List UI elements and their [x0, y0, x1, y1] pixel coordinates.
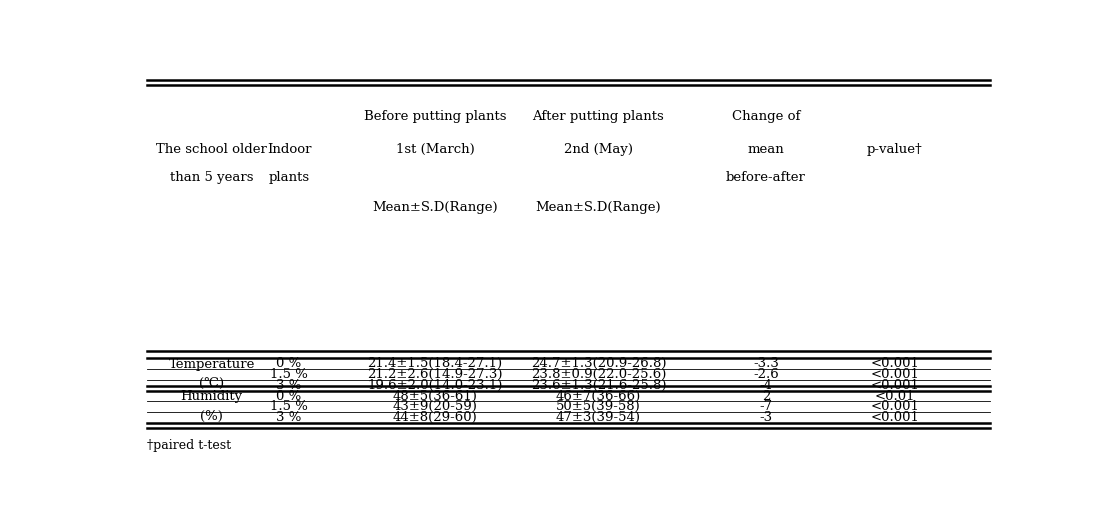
- Text: <0.001: <0.001: [871, 411, 919, 424]
- Text: After putting plants: After putting plants: [532, 109, 664, 122]
- Text: Humidity: Humidity: [181, 391, 243, 404]
- Text: (℃): (℃): [200, 378, 224, 391]
- Text: 3 %: 3 %: [276, 411, 302, 424]
- Text: 1.5 %: 1.5 %: [271, 368, 308, 381]
- Text: 43±9(20-59): 43±9(20-59): [393, 400, 478, 413]
- Text: 48±5(36-61): 48±5(36-61): [393, 390, 478, 402]
- Text: -4: -4: [760, 379, 773, 392]
- Text: plants: plants: [268, 171, 309, 184]
- Text: 0 %: 0 %: [276, 357, 302, 370]
- Text: -7: -7: [760, 400, 773, 413]
- Text: <0.001: <0.001: [871, 400, 919, 413]
- Text: 46±7(36-66): 46±7(36-66): [556, 390, 641, 402]
- Text: 3 %: 3 %: [276, 379, 302, 392]
- Text: 21.2±2.6(14.9-27.3): 21.2±2.6(14.9-27.3): [367, 368, 502, 381]
- Text: 47±3(39-54): 47±3(39-54): [556, 411, 641, 424]
- Text: 2nd (May): 2nd (May): [564, 143, 633, 156]
- Text: Change of: Change of: [732, 109, 801, 122]
- Text: Temperature: Temperature: [169, 358, 255, 371]
- Text: Indoor: Indoor: [267, 143, 312, 156]
- Text: 0 %: 0 %: [276, 390, 302, 402]
- Text: Mean±S.D(Range): Mean±S.D(Range): [373, 202, 498, 214]
- Text: 19.6±2.0(14.0-23.1): 19.6±2.0(14.0-23.1): [367, 379, 502, 392]
- Text: 23.8±0.9(22.0-25.6): 23.8±0.9(22.0-25.6): [531, 368, 667, 381]
- Text: <0.001: <0.001: [871, 379, 919, 392]
- Text: (%): (%): [201, 410, 223, 423]
- Text: 23.6±1.3(21.6-25.8): 23.6±1.3(21.6-25.8): [531, 379, 667, 392]
- Text: Before putting plants: Before putting plants: [364, 109, 507, 122]
- Text: 2: 2: [762, 390, 771, 402]
- Text: -3: -3: [760, 411, 773, 424]
- Text: 1.5 %: 1.5 %: [271, 400, 308, 413]
- Text: p-value†: p-value†: [867, 143, 923, 156]
- Text: -3.3: -3.3: [753, 357, 779, 370]
- Text: 21.4±1.5(18.4-27.1): 21.4±1.5(18.4-27.1): [367, 357, 502, 370]
- Text: <0.001: <0.001: [871, 357, 919, 370]
- Text: -2.6: -2.6: [753, 368, 779, 381]
- Text: <0.01: <0.01: [875, 390, 915, 402]
- Text: mean: mean: [747, 143, 784, 156]
- Text: than 5 years: than 5 years: [170, 171, 254, 184]
- Text: †paired t-test: †paired t-test: [147, 439, 232, 452]
- Text: <0.001: <0.001: [871, 368, 919, 381]
- Text: 24.7±1.3(20.9-26.8): 24.7±1.3(20.9-26.8): [531, 357, 667, 370]
- Text: before-after: before-after: [726, 171, 806, 184]
- Text: Mean±S.D(Range): Mean±S.D(Range): [536, 202, 661, 214]
- Text: The school older: The school older: [156, 143, 267, 156]
- Text: 1st (March): 1st (March): [396, 143, 475, 156]
- Text: 50±5(39-58): 50±5(39-58): [556, 400, 641, 413]
- Text: 44±8(29-60): 44±8(29-60): [393, 411, 478, 424]
